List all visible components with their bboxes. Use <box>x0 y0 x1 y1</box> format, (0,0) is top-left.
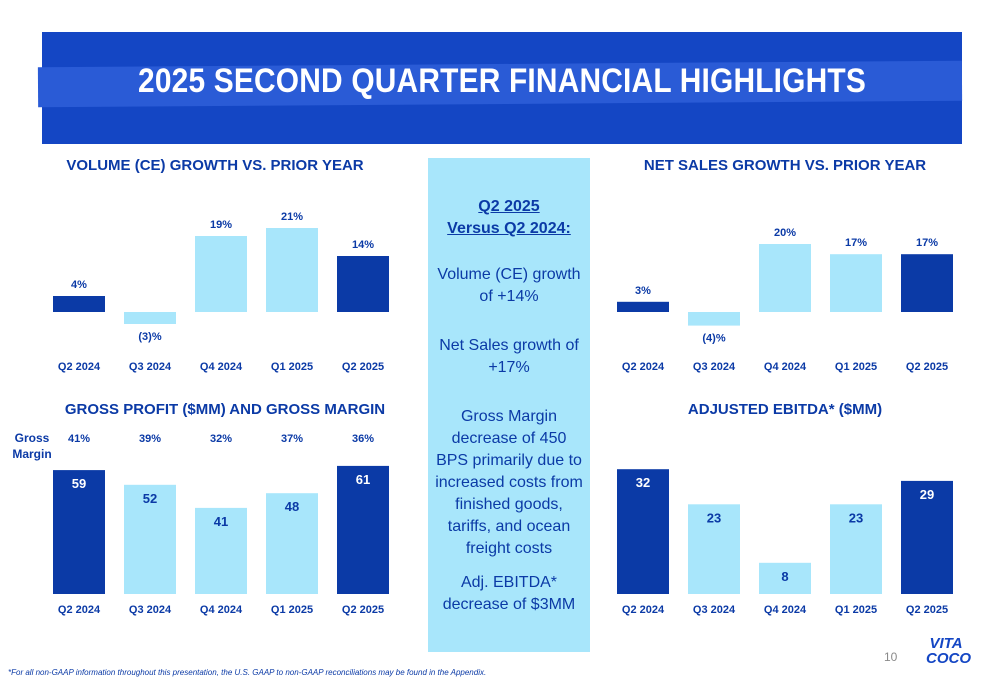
ebitda-value-label-1: 23 <box>707 510 721 525</box>
net-sales-value-label-3: 17% <box>845 237 867 249</box>
highlights-panel <box>428 158 590 652</box>
gross-profit-chart-title: GROSS PROFIT ($MM) AND GROSS MARGIN <box>64 401 386 418</box>
page-title: 2025 SECOND QUARTER FINANCIAL HIGHLIGHTS <box>138 62 866 100</box>
gross-profit-category-label-0: Q2 2024 <box>58 604 101 616</box>
ebitda-bar-2 <box>759 562 811 594</box>
volume-value-label-3: 21% <box>281 211 303 223</box>
volume-value-label-1: (3)% <box>138 331 161 343</box>
ebitda-category-label-1: Q3 2024 <box>693 604 736 616</box>
gross-profit-bar-1 <box>124 484 176 594</box>
gross-margin-label: Gross Margin <box>12 431 52 461</box>
net-sales-value-label-2: 20% <box>774 227 796 239</box>
gross-profit-category-label-3: Q1 2025 <box>271 604 313 616</box>
net-sales-value-label-1: (4)% <box>702 333 725 345</box>
volume-category-label-4: Q2 2025 <box>342 361 384 373</box>
ebitda-chart-title: ADJUSTED EBITDA* ($MM) <box>687 401 883 418</box>
volume-category-label-0: Q2 2024 <box>58 361 101 373</box>
volume-bar-1 <box>124 312 176 324</box>
gross-margin-value-2: 32% <box>210 433 232 445</box>
gross-margin-value-1: 39% <box>139 433 161 445</box>
net-sales-bar-4 <box>901 254 953 312</box>
ebitda-bar-1 <box>688 504 740 594</box>
net-sales-bar-0 <box>617 301 669 312</box>
panel-ebitda-text: Adj. EBITDA* decrease of $3MM <box>442 574 576 613</box>
volume-chart-title: VOLUME (CE) GROWTH VS. PRIOR YEAR <box>66 157 364 174</box>
gross-margin-value-3: 37% <box>281 433 303 445</box>
gross-profit-bar-4 <box>337 465 389 594</box>
gross-profit-bar-3 <box>266 493 318 594</box>
page-number: 10 <box>884 650 898 664</box>
volume-value-label-2: 19% <box>210 219 232 231</box>
net-sales-value-label-0: 3% <box>635 285 651 297</box>
ebitda-bar-0 <box>617 469 669 594</box>
gross-profit-category-label-2: Q4 2024 <box>200 604 243 616</box>
gross-profit-category-label-1: Q3 2024 <box>129 604 172 616</box>
net-sales-chart-title: NET SALES GROWTH VS. PRIOR YEAR <box>643 157 927 174</box>
ebitda-bar-3 <box>830 504 882 594</box>
gross-profit-value-label-3: 48 <box>285 499 299 514</box>
volume-category-label-1: Q3 2024 <box>129 361 172 373</box>
ebitda-category-label-3: Q1 2025 <box>835 604 877 616</box>
panel-heading-line2: Versus Q2 2024: <box>447 220 571 237</box>
volume-bar-3 <box>266 228 318 312</box>
ebitda-category-label-0: Q2 2024 <box>622 604 665 616</box>
net-sales-bar-1 <box>688 312 740 326</box>
panel-gross-margin-text: Gross Margin decrease of 450 BPS primari… <box>435 408 583 557</box>
volume-category-label-3: Q1 2025 <box>271 361 313 373</box>
net-sales-bar-3 <box>830 254 882 312</box>
net-sales-category-label-3: Q1 2025 <box>835 361 877 373</box>
net-sales-category-label-0: Q2 2024 <box>622 361 665 373</box>
gross-profit-value-label-0: 59 <box>72 476 86 491</box>
gross-margin-value-4: 36% <box>352 433 374 445</box>
panel-volume-text: Volume (CE) growth of +14% <box>437 266 581 305</box>
gross-profit-bar-2 <box>195 507 247 594</box>
footnote: *For all non-GAAP information throughout… <box>8 668 487 677</box>
ebitda-bar-4 <box>901 480 953 594</box>
panel-heading-line1: Q2 2025 <box>478 198 540 215</box>
gross-profit-value-label-1: 52 <box>143 491 157 506</box>
volume-bar-4 <box>337 256 389 312</box>
ebitda-category-label-2: Q4 2024 <box>764 604 807 616</box>
gross-profit-value-label-4: 61 <box>356 472 370 487</box>
volume-bar-2 <box>195 236 247 312</box>
volume-bar-0 <box>53 296 105 312</box>
net-sales-bar-2 <box>759 244 811 312</box>
net-sales-category-label-2: Q4 2024 <box>764 361 807 373</box>
ebitda-value-label-3: 23 <box>849 510 863 525</box>
net-sales-value-label-4: 17% <box>916 237 938 249</box>
vita-coco-logo: VITA COCO <box>926 635 971 667</box>
volume-value-label-4: 14% <box>352 239 374 251</box>
net-sales-category-label-1: Q3 2024 <box>693 361 736 373</box>
ebitda-value-label-4: 29 <box>920 487 934 502</box>
gross-profit-bar-0 <box>53 470 105 594</box>
ebitda-value-label-0: 32 <box>636 475 650 490</box>
volume-value-label-0: 4% <box>71 279 87 291</box>
gross-profit-value-label-2: 41 <box>214 514 228 529</box>
panel-net-sales-text: Net Sales growth of +17% <box>439 337 579 376</box>
gross-profit-category-label-4: Q2 2025 <box>342 604 384 616</box>
net-sales-category-label-4: Q2 2025 <box>906 361 948 373</box>
volume-category-label-2: Q4 2024 <box>200 361 243 373</box>
ebitda-category-label-4: Q2 2025 <box>906 604 948 616</box>
ebitda-value-label-2: 8 <box>781 569 788 584</box>
gross-margin-value-0: 41% <box>68 433 90 445</box>
